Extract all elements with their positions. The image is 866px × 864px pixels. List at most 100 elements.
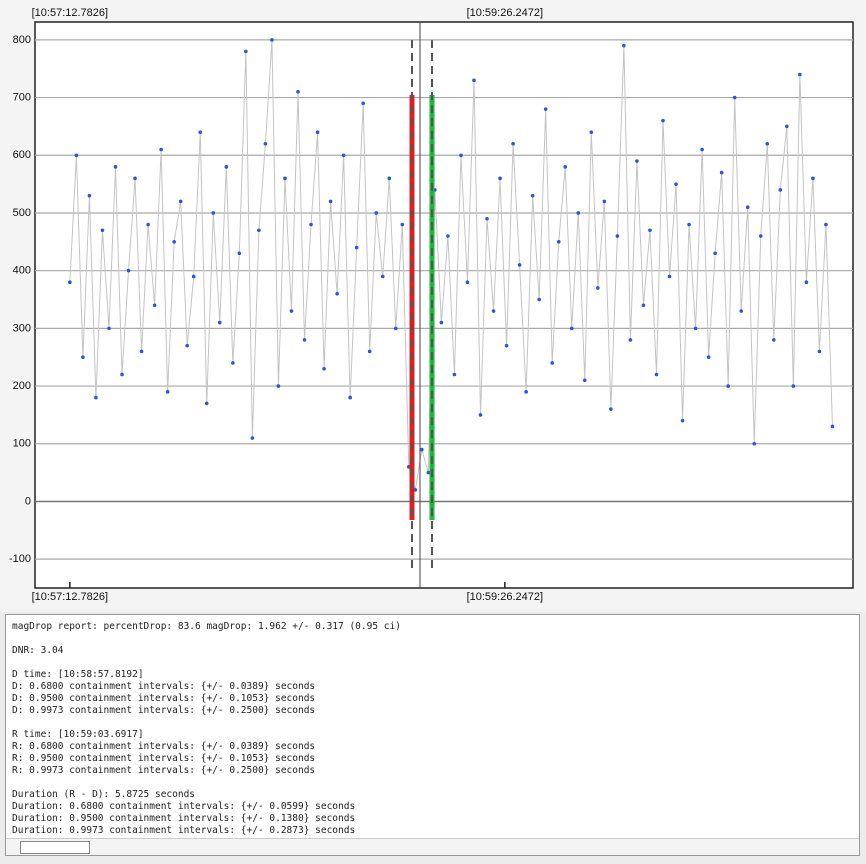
- data-point: [81, 355, 85, 360]
- report-line: R time: [10:59:03.6917]: [12, 729, 144, 740]
- data-point: [680, 418, 685, 423]
- data-point: [231, 361, 235, 365]
- data-point: [569, 326, 574, 331]
- data-point: [204, 401, 209, 406]
- data-point: [361, 101, 365, 106]
- data-point: [302, 338, 307, 342]
- data-point: [719, 170, 724, 175]
- report-line: DNR: 3.04: [12, 645, 64, 656]
- data-point: [511, 141, 515, 146]
- data-point: [459, 153, 463, 158]
- data-point: [165, 390, 170, 394]
- data-point: [674, 182, 678, 186]
- y-tick-label: 800: [13, 34, 31, 46]
- data-point: [732, 95, 737, 100]
- y-tick-label: 0: [25, 495, 31, 507]
- y-tick-label: 500: [13, 207, 31, 219]
- data-point: [296, 90, 300, 94]
- data-point: [543, 107, 548, 111]
- report-line: D: 0.9500 containment intervals: {+/- 0.…: [12, 693, 316, 704]
- report-line: Duration: 0.9973 containment intervals: …: [12, 825, 356, 836]
- report-line: Duration (R - D): 5.8725 seconds: [12, 789, 196, 800]
- data-point: [491, 309, 496, 313]
- data-point: [191, 274, 196, 279]
- data-point: [354, 245, 359, 250]
- data-point: [778, 188, 783, 192]
- data-point: [824, 222, 828, 227]
- data-point: [465, 280, 470, 285]
- report-block: magDrop report: percentDrop: 83.6 magDro…: [12, 621, 401, 633]
- data-point: [400, 222, 405, 227]
- data-point: [563, 165, 568, 169]
- report-line: R: 0.9500 containment intervals: {+/- 0.…: [12, 753, 316, 764]
- horizontal-scrollbar[interactable]: [6, 838, 859, 855]
- data-point: [257, 228, 261, 233]
- data-point: [120, 372, 124, 377]
- data-point: [517, 263, 522, 267]
- data-point: [804, 280, 809, 285]
- data-point: [628, 338, 633, 342]
- data-point: [224, 165, 229, 169]
- data-point: [622, 43, 626, 48]
- scroll-thumb[interactable]: [20, 841, 90, 854]
- marks: [68, 38, 835, 492]
- report-block: R time: [10:59:03.6917] R: 0.6800 contain…: [12, 729, 401, 777]
- data-point: [100, 228, 105, 233]
- data-point: [426, 470, 431, 475]
- data-point: [87, 193, 92, 198]
- data-point: [498, 176, 502, 181]
- report-line: Duration: 0.6800 containment intervals: …: [12, 801, 356, 812]
- data-point: [113, 165, 118, 169]
- data-point: [380, 274, 385, 279]
- report-line: D: 0.9973 containment intervals: {+/- 0.…: [12, 705, 316, 716]
- data-point: [244, 49, 248, 54]
- data-point: [172, 240, 176, 244]
- data-point: [576, 211, 581, 215]
- data-point: [283, 176, 287, 181]
- data-point: [739, 309, 744, 313]
- data-point: [798, 72, 802, 77]
- y-tick-label: 600: [13, 149, 31, 161]
- report-block: D time: [10:58:57.8192] D: 0.6800 contain…: [12, 669, 401, 717]
- data-point: [582, 378, 587, 383]
- data-point: [276, 384, 281, 388]
- data-point: [420, 447, 424, 452]
- y-tick-label: 100: [13, 438, 31, 450]
- x-tick-label-bottom: [10:57:12.7826]: [32, 591, 108, 603]
- data-point: [661, 118, 665, 123]
- labels: -100 0 100 200 300 400 500 600 700 800 [10:57:12.7…: [9, 7, 543, 603]
- data-point: [367, 349, 372, 354]
- data-point: [785, 124, 789, 129]
- chart: -100 0 100 200 300 400 500 600 700 800 [10:57:12.7…: [8, 6, 854, 603]
- data-point: [328, 199, 333, 204]
- data-point: [693, 326, 698, 331]
- data-point: [602, 199, 607, 204]
- y-tick-label: 400: [13, 265, 31, 277]
- data-point: [478, 413, 483, 417]
- data-point: [393, 326, 398, 331]
- data-point: [74, 153, 79, 158]
- data-point: [146, 222, 150, 227]
- data-point: [270, 38, 274, 42]
- data-point: [530, 193, 535, 198]
- grid: [35, 39, 853, 588]
- data-point: [791, 384, 796, 388]
- data-point: [263, 141, 268, 146]
- data-point: [335, 291, 339, 296]
- data-point: [94, 395, 98, 400]
- report-line: magDrop report: percentDrop: 83.6 magDro…: [12, 621, 401, 632]
- data-point: [133, 176, 137, 181]
- data-point: [726, 384, 730, 388]
- data-point: [609, 407, 613, 411]
- data-point: [830, 424, 835, 429]
- data-point: [446, 234, 450, 238]
- y-tick-label: 700: [13, 91, 31, 103]
- data-point: [126, 268, 131, 273]
- data-point: [439, 320, 444, 325]
- data-point: [765, 141, 770, 146]
- data-point: [700, 147, 704, 152]
- data-point: [596, 286, 600, 290]
- report-block: Duration (R - D): 5.8725 seconds Duration…: [12, 789, 401, 837]
- data-point: [713, 251, 717, 256]
